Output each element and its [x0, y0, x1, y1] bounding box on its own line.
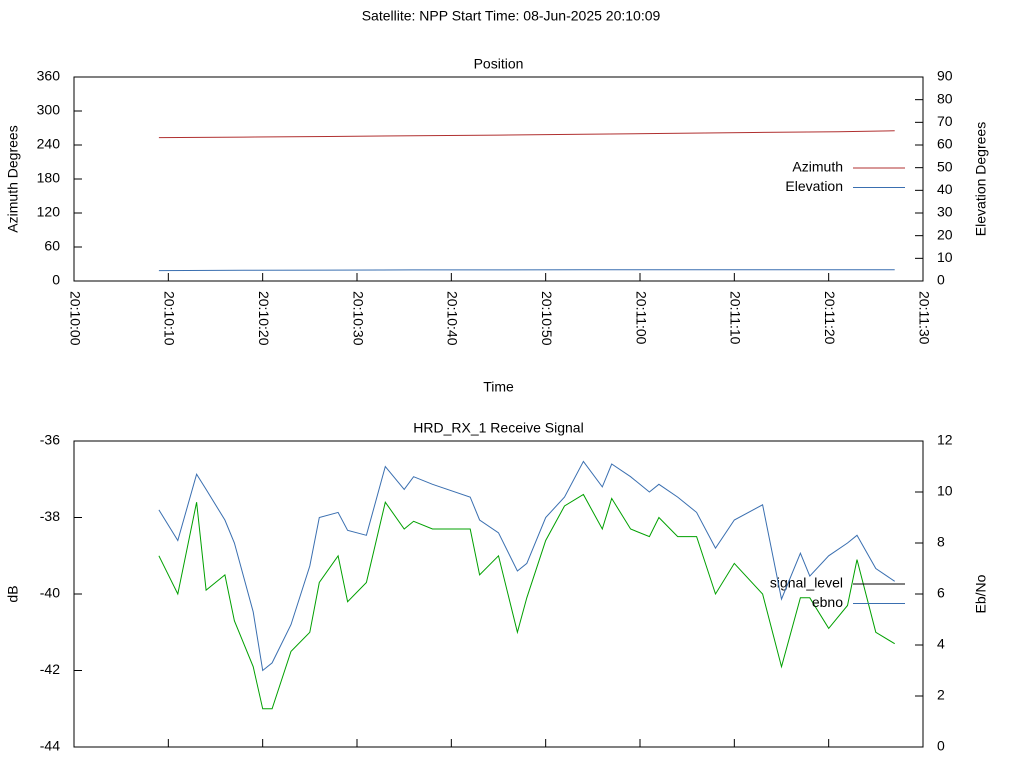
y2-tick-label: 30 [937, 204, 953, 220]
x-axis-label: Time [483, 379, 514, 395]
x-tick-label: 20:11:20 [822, 291, 838, 345]
y2-axis-label: Elevation Degrees [973, 122, 989, 236]
page-title: Satellite: NPP Start Time: 08-Jun-2025 2… [362, 8, 661, 24]
series-line [158, 130, 895, 139]
y2-tick-label: 4 [937, 636, 945, 652]
y2-tick-label: 0 [937, 738, 945, 754]
y2-tick-label: 60 [937, 136, 953, 152]
y-tick-label: -38 [40, 508, 60, 524]
y2-tick-label: 20 [937, 226, 953, 242]
y-tick-label: -44 [40, 738, 60, 754]
y2-tick-label: 70 [937, 113, 953, 129]
legend-label: Elevation [785, 178, 843, 194]
series-line [158, 269, 895, 272]
legend-label: signal_level [770, 575, 843, 591]
y-tick-label: 300 [37, 102, 61, 118]
chart-title: Position [474, 56, 524, 72]
y2-tick-label: 12 [937, 432, 953, 448]
y2-tick-label: 40 [937, 181, 953, 197]
x-tick-label: 20:11:10 [728, 291, 744, 345]
y2-tick-label: 80 [937, 90, 953, 106]
y2-tick-label: 50 [937, 158, 953, 174]
y2-tick-label: 10 [937, 249, 953, 265]
y2-tick-label: 8 [937, 534, 945, 550]
y-tick-label: 120 [37, 204, 61, 220]
y2-tick-label: 2 [937, 687, 945, 703]
y-axis-label: Azimuth Degrees [5, 125, 21, 232]
y2-tick-label: 0 [937, 272, 945, 288]
x-tick-label: 20:10:00 [67, 291, 83, 346]
y2-tick-label: 90 [937, 68, 953, 84]
legend-label: Azimuth [792, 159, 843, 175]
y2-tick-label: 10 [937, 483, 953, 499]
x-tick-label: 20:11:00 [633, 291, 649, 345]
x-tick-label: 20:10:20 [256, 291, 272, 346]
y-tick-label: 240 [37, 136, 61, 152]
series-line [158, 493, 895, 710]
y-axis-label: dB [5, 585, 21, 602]
y-tick-label: 0 [52, 272, 60, 288]
x-tick-label: 20:10:40 [445, 291, 461, 346]
series-line [158, 460, 895, 672]
y-tick-label: 180 [37, 170, 61, 186]
y2-tick-label: 6 [937, 585, 945, 601]
x-tick-label: 20:11:30 [916, 291, 932, 345]
y-tick-label: 60 [44, 238, 60, 254]
x-tick-label: 20:10:30 [350, 291, 366, 346]
plot-frame [73, 440, 924, 748]
chart-title: HRD_RX_1 Receive Signal [413, 420, 583, 436]
legend-label: ebno [812, 594, 843, 610]
y2-axis-label: Eb/No [973, 574, 989, 613]
y-tick-label: -40 [40, 585, 60, 601]
y-tick-label: -36 [40, 432, 60, 448]
x-tick-label: 20:10:50 [539, 291, 555, 346]
y-tick-label: 360 [37, 68, 61, 84]
y-tick-label: -42 [40, 661, 60, 677]
x-tick-label: 20:10:10 [162, 291, 178, 346]
